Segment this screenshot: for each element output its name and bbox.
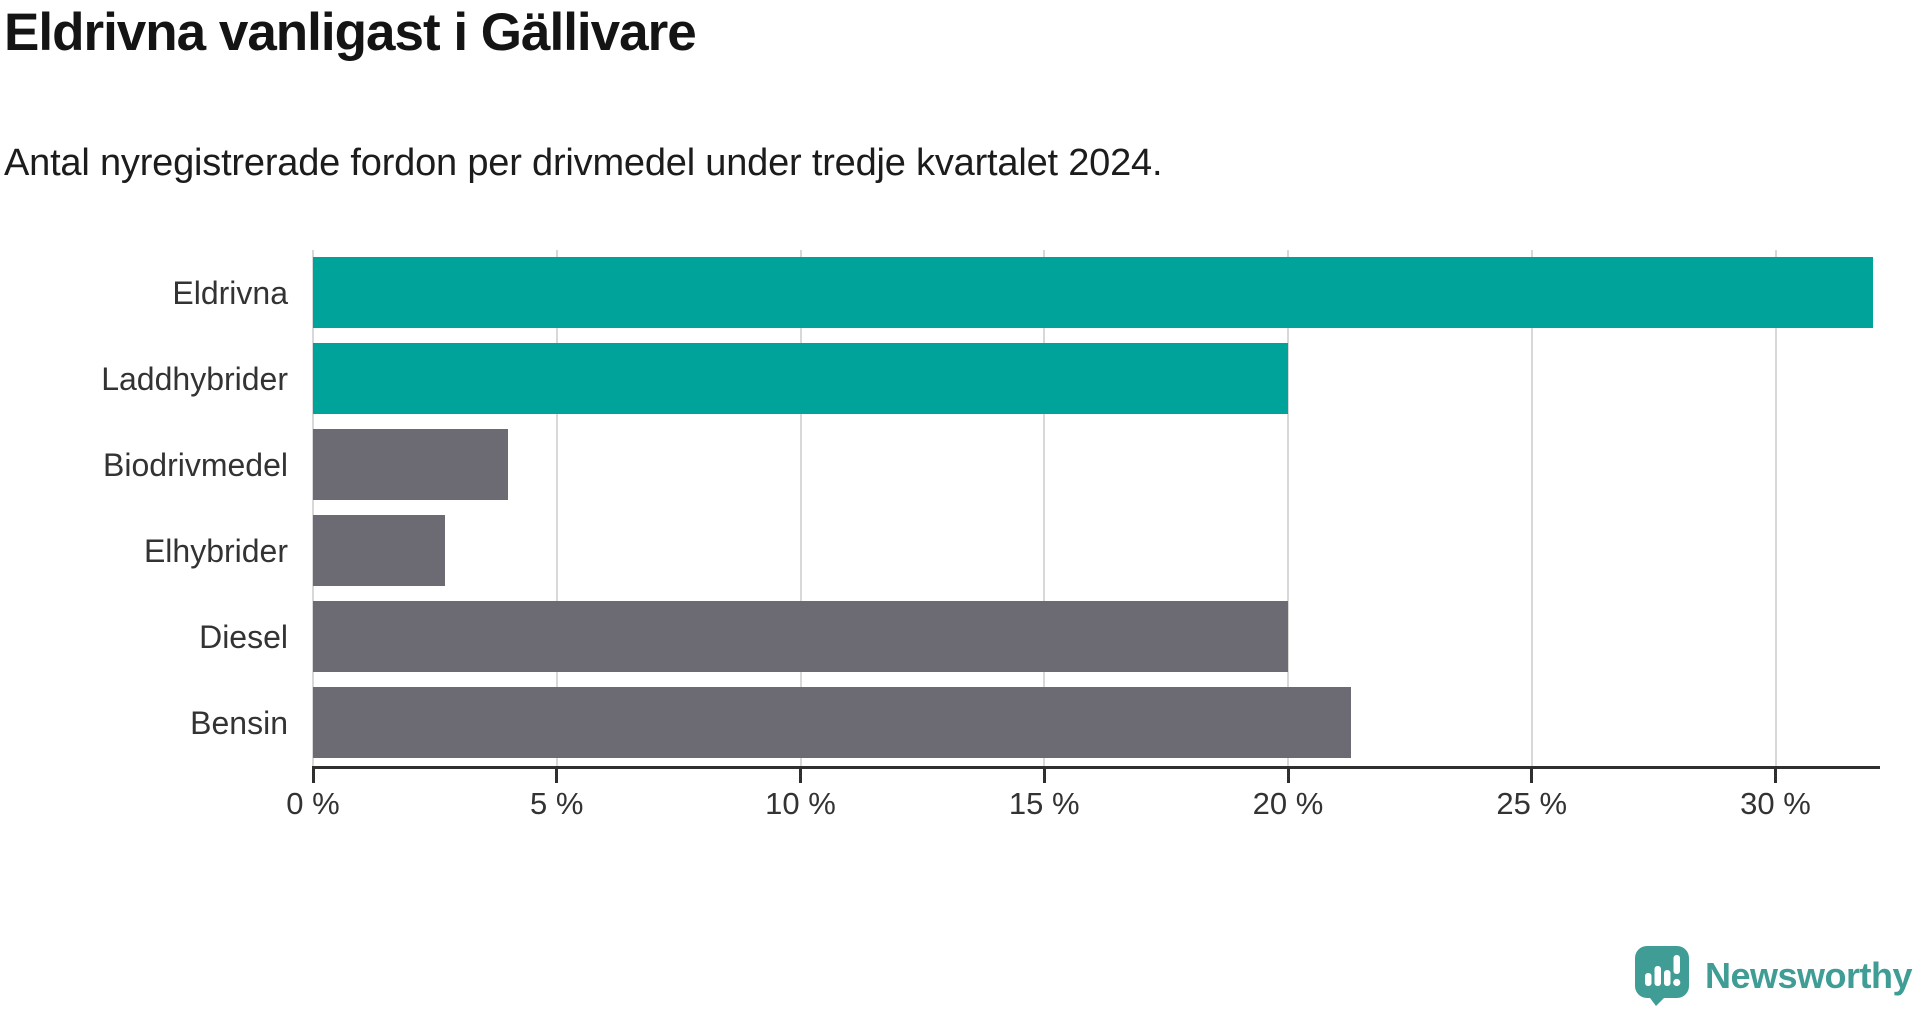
newsworthy-logo-text: Newsworthy (1704, 955, 1913, 996)
x-tick-label: 0 % (286, 786, 340, 821)
newsworthy-logo: Newsworthy (1634, 946, 1913, 1006)
gridline (799, 250, 802, 766)
logo-exclamation-stroke (1673, 955, 1680, 974)
x-tick (1530, 766, 1534, 783)
x-axis-line (313, 766, 1880, 769)
gridline (312, 250, 314, 766)
bar (313, 687, 1351, 758)
y-axis-label: Laddhybrider (101, 360, 288, 397)
y-axis-label: Elhybrider (143, 532, 288, 569)
logo-exclamation-dot (1673, 978, 1681, 987)
gridline (1774, 250, 1777, 766)
x-tick-label: 20 % (1252, 786, 1324, 821)
logo-bar-1 (1644, 973, 1652, 986)
y-axis-label: Eldrivna (172, 274, 288, 311)
x-tick-label: 15 % (1008, 786, 1080, 821)
x-tick (1286, 766, 1290, 783)
logo-bar-3 (1663, 970, 1671, 986)
gridline (1043, 250, 1046, 766)
y-axis-label: Diesel (199, 618, 288, 655)
bar (313, 429, 508, 500)
x-tick-label: 25 % (1496, 786, 1568, 821)
y-axis-label: Bensin (190, 704, 288, 741)
gridline (1287, 250, 1289, 766)
bar (313, 343, 1288, 414)
x-tick-label: 10 % (765, 786, 836, 821)
logo-bar-2 (1654, 966, 1661, 986)
x-tick (1042, 766, 1046, 783)
x-tick (311, 766, 315, 783)
x-tick-label: 5 % (530, 786, 584, 821)
chart-subtitle: Antal nyregistrerade fordon per drivmede… (4, 142, 1163, 184)
y-axis-label: Biodrivmedel (103, 446, 288, 483)
x-tick-label: 30 % (1740, 786, 1811, 821)
gridline (1530, 250, 1533, 766)
gridline (555, 250, 558, 766)
bar (313, 601, 1288, 672)
x-tick (1774, 766, 1777, 783)
bar (313, 515, 445, 586)
x-tick (555, 766, 559, 783)
x-tick (799, 766, 802, 783)
bar (313, 257, 1873, 328)
chart-title: Eldrivna vanligast i Gällivare (4, 3, 697, 62)
newsworthy-logo-icon (1634, 946, 1689, 1006)
